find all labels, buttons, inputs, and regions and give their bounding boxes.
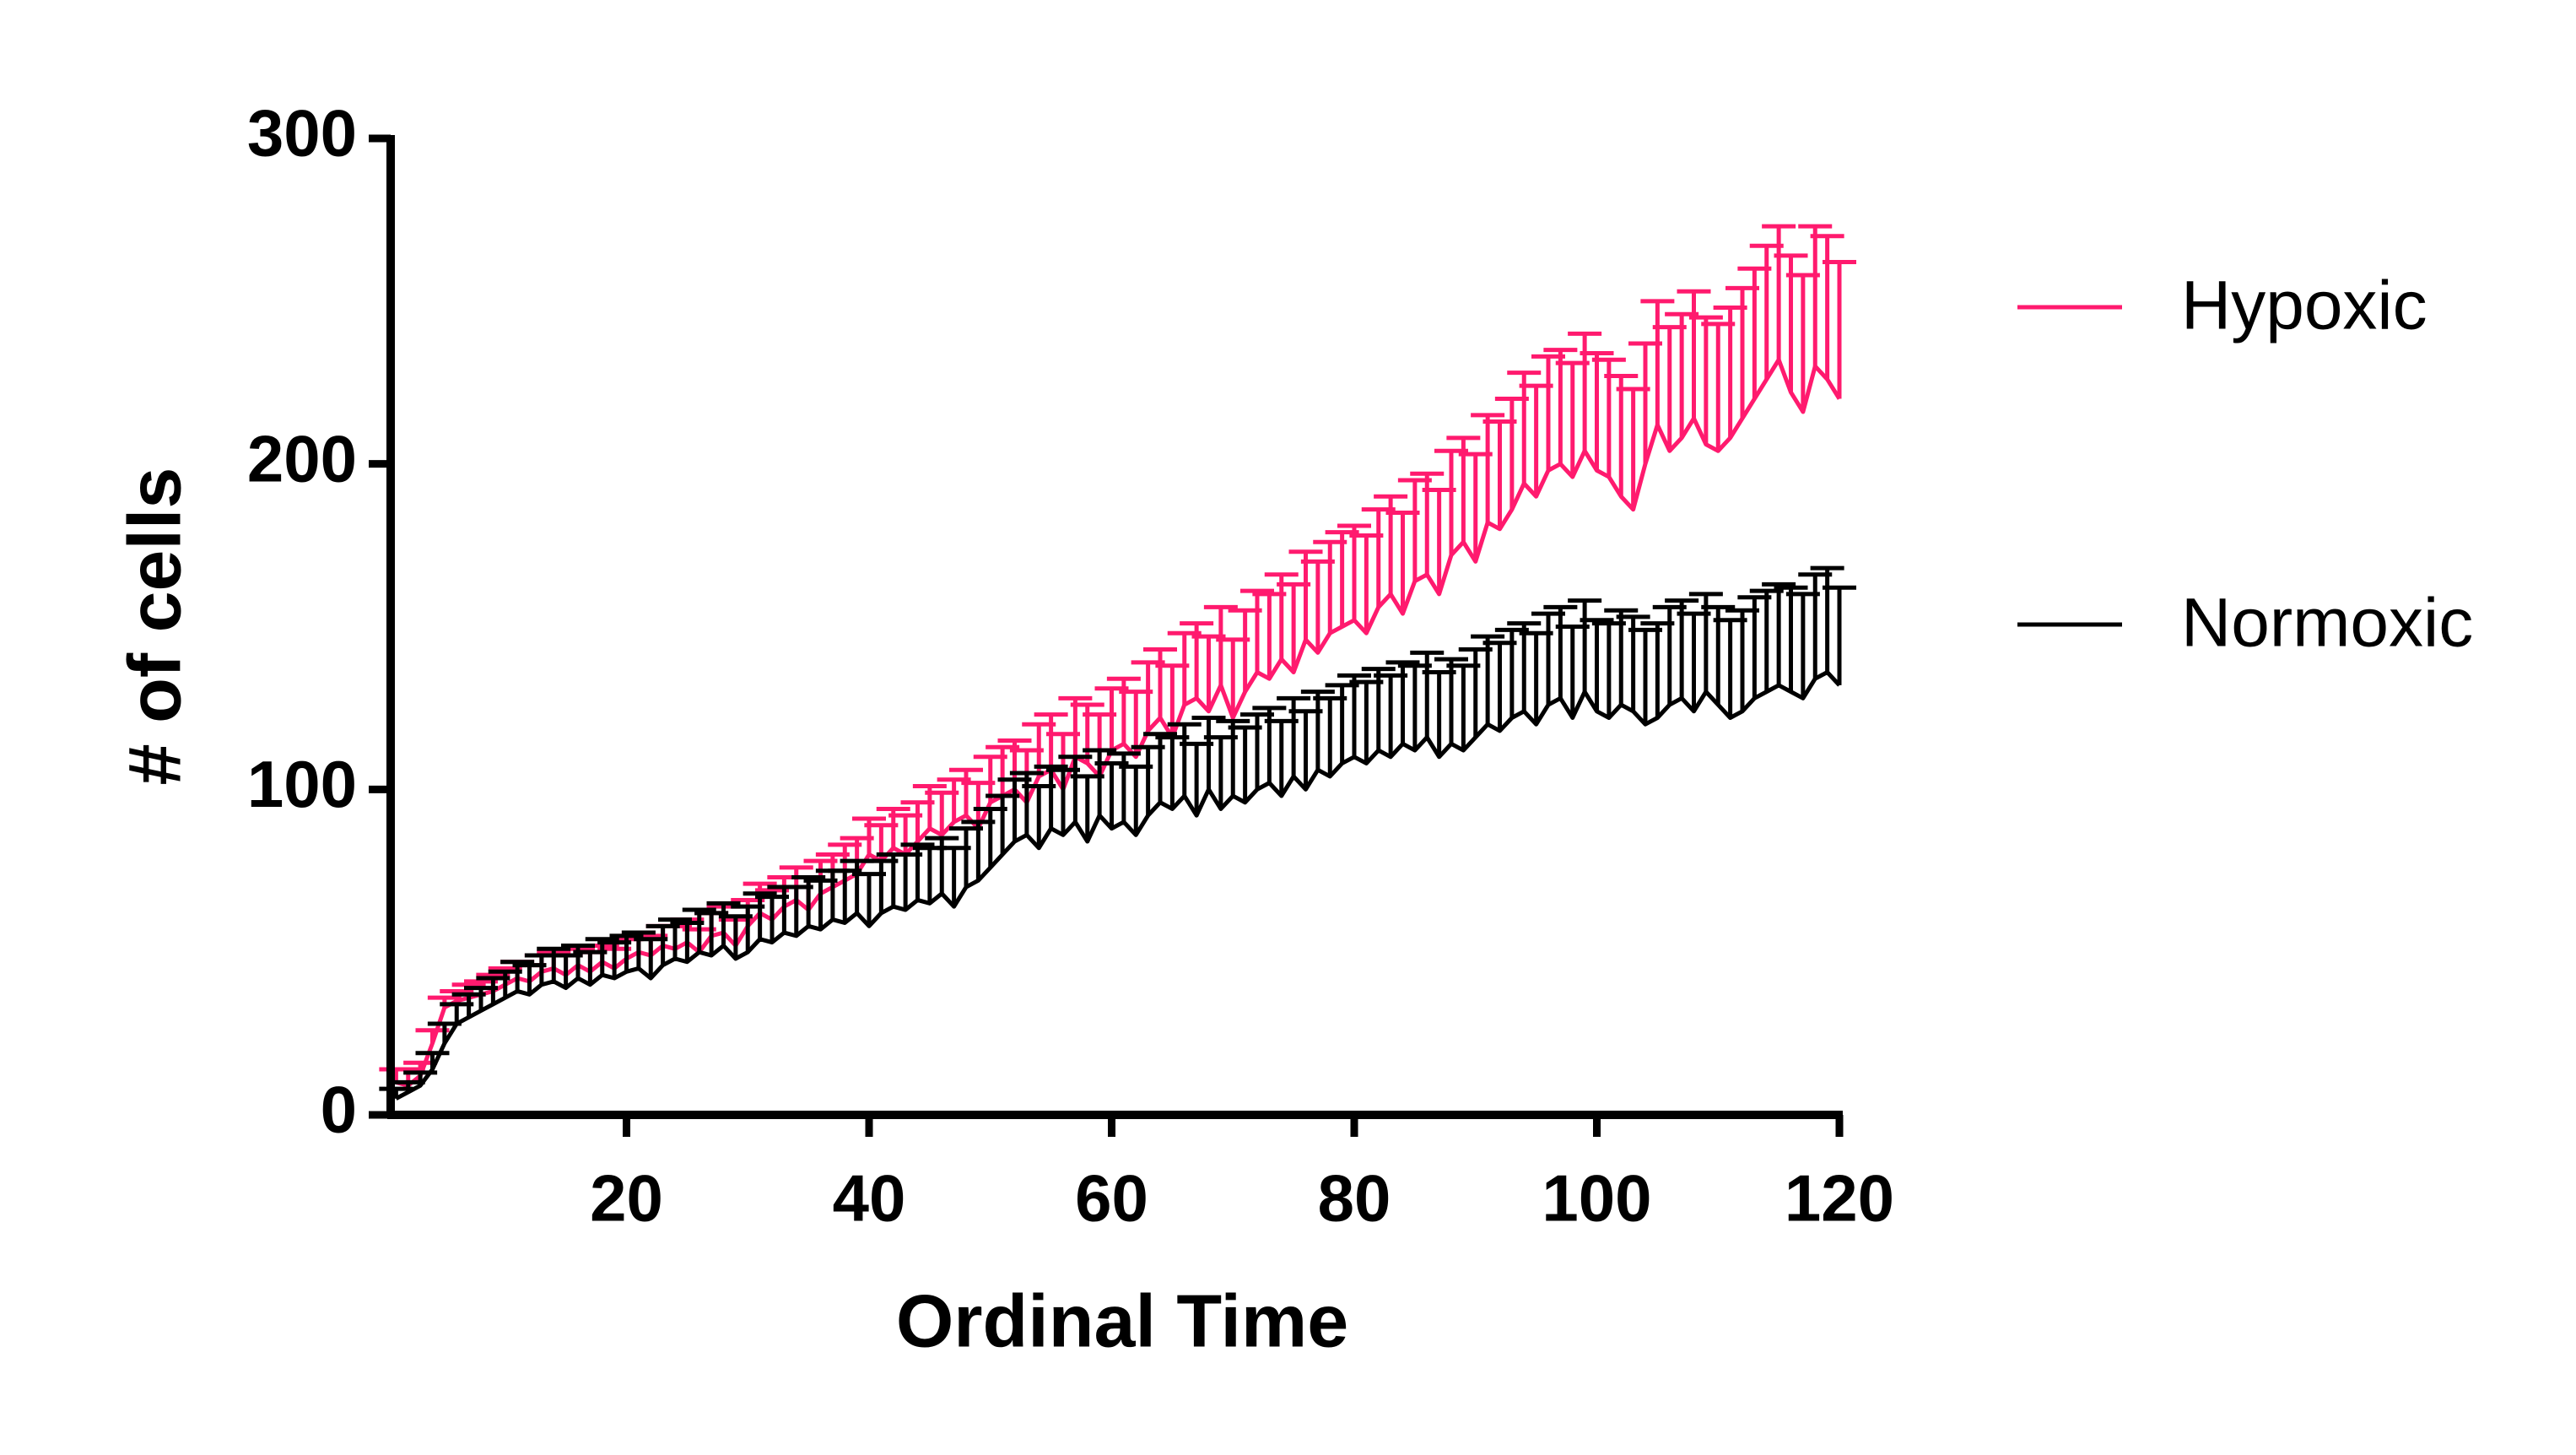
error-bar — [1143, 732, 1177, 803]
error-bar — [1591, 357, 1626, 478]
error-bar — [1543, 348, 1578, 464]
error-bar — [1580, 351, 1614, 471]
error-bar — [1543, 604, 1578, 699]
error-bar — [1798, 224, 1833, 366]
error-bar — [1810, 565, 1844, 673]
error-bar — [1616, 614, 1650, 711]
error-bar — [658, 917, 692, 959]
error-bar — [1471, 413, 1505, 523]
error-bar — [1034, 712, 1068, 771]
error-bar — [1762, 581, 1796, 685]
error-bar — [1580, 618, 1614, 711]
error-bar — [1058, 695, 1093, 757]
error-bar — [1604, 374, 1639, 497]
error-bar — [682, 907, 716, 953]
error-bar — [1507, 371, 1542, 484]
error-bar — [1167, 722, 1202, 797]
error-bar — [1264, 572, 1299, 660]
error-bar — [1083, 748, 1117, 816]
error-bar — [791, 874, 826, 927]
legend-label: Normoxic — [2181, 585, 2473, 662]
error-bar — [1774, 253, 1808, 392]
error-bar — [1507, 621, 1542, 711]
x-tick-label: 20 — [590, 1161, 663, 1236]
error-bar — [1823, 260, 1856, 399]
x-tick-label: 80 — [1318, 1161, 1391, 1236]
error-bar — [1762, 224, 1796, 360]
error-bar — [585, 937, 619, 976]
error-bar — [1604, 608, 1639, 706]
x-tick-label: 120 — [1785, 1161, 1894, 1236]
y-tick-label: 0 — [321, 1073, 357, 1147]
x-axis-title: Ordinal Time — [896, 1279, 1348, 1362]
error-bar — [1106, 676, 1141, 744]
legend-label: Hypoxic — [2181, 268, 2427, 344]
error-bar — [949, 767, 983, 816]
error-bar — [1240, 588, 1274, 673]
error-bar — [706, 901, 741, 946]
y-axis-title: # of cells — [112, 468, 196, 786]
error-bar — [1568, 598, 1602, 692]
error-bar — [1216, 718, 1250, 797]
error-bar — [1774, 585, 1808, 692]
error-bar — [1191, 715, 1226, 790]
error-bar — [743, 891, 777, 939]
y-tick-label: 100 — [247, 747, 357, 821]
y-tick-label: 300 — [247, 96, 357, 170]
error-bar — [1337, 673, 1371, 757]
error-bar — [1385, 660, 1420, 744]
error-bar — [1701, 604, 1736, 706]
error-bar — [1688, 592, 1723, 692]
x-tick-label: 40 — [833, 1161, 906, 1236]
error-bar — [1640, 299, 1675, 425]
y-tick-label: 200 — [247, 421, 357, 495]
error-bar — [1665, 598, 1699, 699]
error-bar — [1823, 585, 1856, 685]
error-bar — [1203, 604, 1238, 685]
error-bar — [1434, 657, 1468, 744]
error-bar — [1471, 634, 1505, 725]
error-bar — [1300, 690, 1335, 771]
error-bar — [1288, 549, 1323, 640]
error-bar — [1143, 646, 1177, 718]
error-bar — [1337, 523, 1371, 620]
error-bar — [1034, 764, 1068, 829]
x-tick-label: 60 — [1075, 1161, 1148, 1236]
error-bar — [1009, 771, 1044, 836]
x-tick-label: 100 — [1542, 1161, 1651, 1236]
error-bar — [1688, 315, 1723, 445]
error-bar — [1810, 234, 1844, 380]
error-bar — [1410, 650, 1445, 738]
series-line — [395, 669, 1841, 1101]
error-bar — [1677, 289, 1711, 419]
error-bar — [1361, 667, 1396, 751]
error-bar — [1058, 755, 1093, 822]
error-bar — [900, 842, 935, 901]
